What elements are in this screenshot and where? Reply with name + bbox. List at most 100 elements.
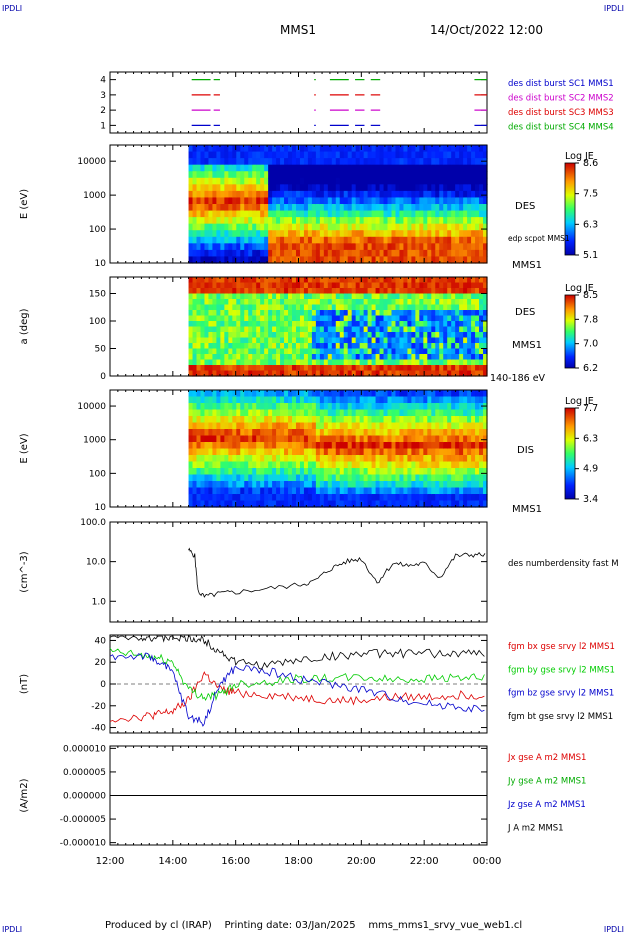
spectrogram-cell xyxy=(411,416,416,424)
spectrogram-cell xyxy=(192,293,198,300)
spectrogram-cell xyxy=(339,293,345,300)
spectrogram-cell xyxy=(375,448,381,456)
spectrogram-cell xyxy=(459,348,464,355)
spectrogram-cell xyxy=(268,337,273,344)
spectrogram-cell xyxy=(208,190,214,199)
spectrogram-cell xyxy=(379,177,385,185)
spectrogram-cell xyxy=(443,249,448,258)
spectrogram-cell xyxy=(395,204,401,212)
spectrogram-cell xyxy=(256,315,261,322)
spectrogram-cell xyxy=(343,461,349,469)
spectrogram-cell xyxy=(375,455,381,463)
spectrogram-cell xyxy=(260,409,265,417)
spectrogram-cell xyxy=(375,403,381,411)
spectrogram-cell xyxy=(483,249,488,258)
spectrogram-cell xyxy=(272,461,277,469)
spectrogram-cell xyxy=(479,337,484,344)
spectrogram-cell xyxy=(359,337,365,344)
spectrogram-cell xyxy=(311,190,317,199)
spectrogram-cell xyxy=(248,293,253,300)
spectrogram-cell xyxy=(295,184,301,192)
spectrogram-cell xyxy=(331,217,337,225)
spectrogram-cell xyxy=(403,210,409,218)
spectrogram-cell xyxy=(367,293,373,300)
spectrogram-cell xyxy=(399,171,405,179)
spectrogram-cell xyxy=(399,164,405,172)
spectrogram-cell xyxy=(423,190,428,199)
spectrogram-cell xyxy=(431,230,436,238)
spectrogram-cell xyxy=(315,145,321,153)
spectrogram-cell xyxy=(435,409,440,417)
spectrogram-cell xyxy=(228,487,233,495)
spectrogram-cell xyxy=(379,468,385,476)
spectrogram-cell xyxy=(256,390,261,398)
spectrogram-cell xyxy=(311,409,317,417)
spectrogram-cell xyxy=(224,500,229,508)
bfield-series-line xyxy=(109,671,485,723)
spectrogram-cell xyxy=(252,190,257,199)
spectrogram-cell xyxy=(200,416,206,424)
spectrogram-cell xyxy=(451,236,456,244)
spectrogram-cell xyxy=(327,210,333,218)
spectrogram-cell xyxy=(455,151,460,159)
spectrogram-cell xyxy=(248,210,253,218)
spectrogram-cell xyxy=(371,249,377,258)
spectrogram-cell xyxy=(303,396,309,404)
spectrogram-cell xyxy=(264,359,269,366)
spectrogram-cell xyxy=(343,210,349,218)
spectrogram-cell xyxy=(244,354,249,361)
spectrogram-cell xyxy=(423,494,428,502)
spectrogram-cell xyxy=(415,210,420,218)
spectrogram-cell xyxy=(224,277,229,284)
spectrogram-cell xyxy=(407,315,412,322)
spectrogram-cell xyxy=(451,481,456,489)
spectrogram-cell xyxy=(240,230,245,238)
spectrogram-cell xyxy=(467,249,472,258)
spectrogram-cell xyxy=(240,461,245,469)
spectrogram-cell xyxy=(196,217,202,225)
spectrogram-cell xyxy=(359,177,365,185)
spectrogram-cell xyxy=(419,409,424,417)
spectrogram-cell xyxy=(403,461,409,469)
spectrogram-cell xyxy=(423,145,428,153)
spectrogram-cell xyxy=(475,442,480,450)
spectrogram-cell xyxy=(256,396,261,404)
spectrogram-cell xyxy=(204,204,210,212)
spectrogram-cell xyxy=(307,171,313,179)
spectrogram-cell xyxy=(335,487,341,495)
spectrogram-cell xyxy=(435,455,440,463)
spectrogram-cell xyxy=(415,197,420,205)
spectrogram-cell xyxy=(272,455,277,463)
spectrogram-cell xyxy=(311,370,317,377)
spectrogram-cell xyxy=(443,370,448,377)
spectrogram-cell xyxy=(240,348,245,355)
spectrogram-cell xyxy=(447,468,452,476)
spectrogram-cell xyxy=(471,337,476,344)
spectrogram-cell xyxy=(363,500,369,508)
spectrogram-cell xyxy=(327,243,333,251)
spectrogram-cell xyxy=(335,177,341,185)
spectrogram-cell xyxy=(367,230,373,238)
spectrogram-cell xyxy=(284,343,289,350)
spectrogram-cell xyxy=(315,487,321,495)
spectrogram-cell xyxy=(212,348,217,355)
spectrogram-cell xyxy=(295,151,301,159)
spectrogram-cell xyxy=(315,184,321,192)
spectrogram-cell xyxy=(220,390,225,398)
spectrogram-cell xyxy=(467,326,472,333)
spectrogram-cell xyxy=(272,370,277,377)
spectrogram-cell xyxy=(196,158,202,166)
spectrogram-cell xyxy=(284,326,289,333)
spectrogram-cell xyxy=(343,171,349,179)
spectrogram-cell xyxy=(196,177,202,185)
spectrogram-cell xyxy=(363,422,369,430)
spectrogram-cell xyxy=(379,230,385,238)
spectrogram-cell xyxy=(351,299,357,306)
spectrogram-cell xyxy=(347,461,353,469)
spectrogram-cell xyxy=(216,256,221,264)
spectrogram-cell xyxy=(220,315,225,322)
spectrogram-cell xyxy=(431,315,436,322)
spectrogram-cell xyxy=(339,494,345,502)
spectrogram-cell xyxy=(447,390,452,398)
spectrogram-cell xyxy=(260,277,265,284)
